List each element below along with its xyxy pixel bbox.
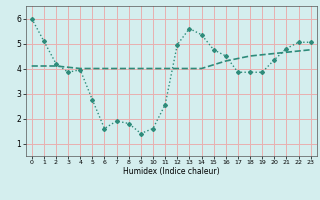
X-axis label: Humidex (Indice chaleur): Humidex (Indice chaleur) [123, 167, 220, 176]
